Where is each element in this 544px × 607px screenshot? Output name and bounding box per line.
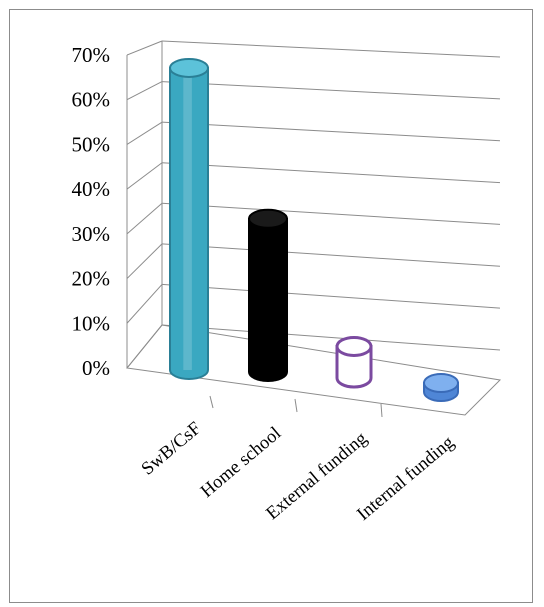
gridline bbox=[161, 243, 501, 267]
gridline bbox=[161, 81, 501, 100]
bar-internal-funding-cap bbox=[423, 372, 459, 393]
bar-swb-csf-highlight bbox=[183, 67, 192, 371]
gridline-side bbox=[126, 81, 163, 101]
category-label-home-school: Home school bbox=[197, 424, 285, 502]
floor-divider bbox=[209, 395, 214, 409]
gridline-side bbox=[126, 243, 163, 279]
gridline bbox=[161, 40, 501, 58]
category-label-internal-funding: Internal funding bbox=[354, 433, 459, 525]
gridline-side bbox=[126, 40, 163, 56]
bar-external-funding bbox=[335, 344, 373, 389]
y-tick-label: 60% bbox=[72, 88, 111, 112]
bar-swb-csf-cap bbox=[169, 57, 209, 78]
floor bbox=[126, 324, 502, 416]
y-tick-label: 0% bbox=[82, 356, 110, 380]
gridline bbox=[161, 283, 501, 309]
category-label-swb-csf: SwB/CsF bbox=[138, 419, 205, 480]
floor-divider bbox=[380, 403, 383, 418]
gridline-side bbox=[126, 202, 163, 235]
bar-home-school-cap bbox=[248, 208, 288, 229]
y-tick-label: 70% bbox=[72, 43, 111, 67]
y-tick-label: 20% bbox=[72, 267, 111, 291]
floor-divider bbox=[294, 398, 298, 413]
y-tick-label: 40% bbox=[72, 177, 111, 201]
gridline-side bbox=[126, 121, 163, 145]
y-tick-label: 10% bbox=[72, 311, 111, 335]
gridline-side bbox=[126, 162, 163, 190]
y-tick-label: 30% bbox=[72, 222, 111, 246]
bar-home-school bbox=[248, 217, 288, 382]
bar-external-funding-cap bbox=[335, 335, 373, 357]
gridline bbox=[161, 121, 501, 142]
gridline bbox=[161, 162, 501, 184]
gridline-side bbox=[126, 284, 163, 324]
y-tick-label: 50% bbox=[72, 132, 111, 156]
gridline bbox=[161, 324, 501, 351]
bar-swb-csf bbox=[169, 66, 209, 380]
gridline bbox=[161, 202, 501, 225]
